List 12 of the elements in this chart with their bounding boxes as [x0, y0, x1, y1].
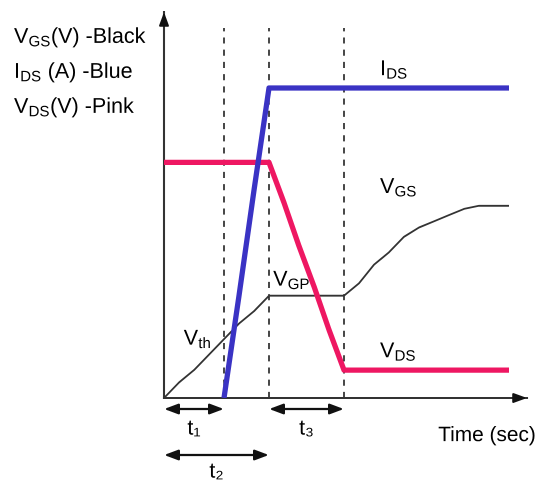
series-label: I$_{DS}$ [382, 60, 406, 79]
series-label: V$_{DS}$ [380, 342, 415, 361]
x-axis-title: Time (sec) [438, 426, 535, 446]
text: t₂ [210, 464, 223, 480]
text: t₃ [299, 420, 313, 437]
text: I$_{DS}$ (A) -Blue [16, 62, 132, 82]
annotation: V$_{GP}$ [273, 270, 309, 290]
annotation: V$_{th}$ [184, 330, 210, 348]
text: V$_{DS}$(V) -Pink [14, 97, 134, 118]
series-label: V$_{GS}$ [380, 178, 416, 197]
text: V$_{GS}$(V) -Black [14, 27, 146, 48]
text: t₁ [188, 420, 200, 436]
